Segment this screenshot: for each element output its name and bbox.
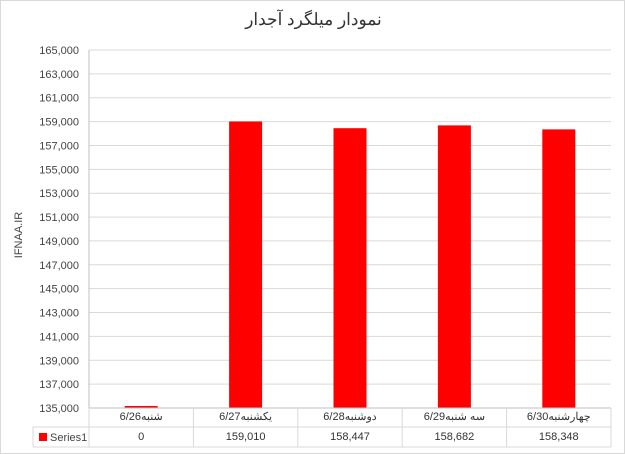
y-tick-label: 157,000 xyxy=(39,140,79,152)
y-tick-label: 153,000 xyxy=(39,188,79,200)
x-category-label: دوشنبه6/28 xyxy=(323,411,377,423)
bar xyxy=(542,129,576,408)
data-label: 158,682 xyxy=(434,431,475,443)
legend-series-name: Series1 xyxy=(50,432,87,444)
y-tick-label: 139,000 xyxy=(39,355,79,367)
y-tick-label: 151,000 xyxy=(39,212,79,224)
y-tick-label: 143,000 xyxy=(39,308,79,320)
y-tick-label: 147,000 xyxy=(39,260,79,272)
data-label: 0 xyxy=(138,431,145,443)
y-tick-label: 149,000 xyxy=(39,236,79,248)
y-tick-label: 137,000 xyxy=(39,379,79,391)
y-tick-label: 159,000 xyxy=(39,117,79,129)
chart-title: نمودار میلگرد آجدار xyxy=(245,10,382,29)
x-category-label: یکشنبه6/27 xyxy=(219,411,273,423)
data-label: 158,447 xyxy=(330,431,370,443)
data-label: 158,348 xyxy=(538,431,579,443)
x-category-label: چهارشنبه6/30 xyxy=(526,411,591,423)
x-category-label: شنبه6/26 xyxy=(119,411,163,423)
y-tick-label: 163,000 xyxy=(39,69,79,81)
bar xyxy=(333,128,367,408)
bar xyxy=(124,406,158,408)
y-tick-label: 145,000 xyxy=(39,284,79,296)
legend-swatch xyxy=(39,433,47,441)
y-tick-label: 155,000 xyxy=(39,164,79,176)
y-tick-label: 135,000 xyxy=(39,403,79,415)
data-label: 159,010 xyxy=(225,431,266,443)
bar xyxy=(229,121,263,409)
bar xyxy=(437,125,471,408)
y-tick-label: 165,000 xyxy=(39,45,79,57)
y-tick-label: 161,000 xyxy=(39,93,79,105)
x-category-label: سه شنبه6/29 xyxy=(423,411,486,423)
y-tick-label: 141,000 xyxy=(39,331,79,343)
